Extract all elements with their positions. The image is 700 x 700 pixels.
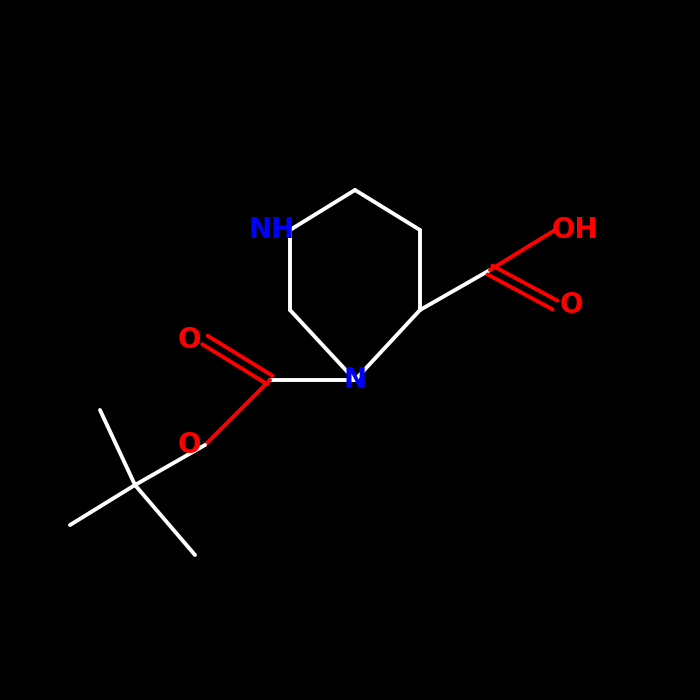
Text: OH: OH [552,216,598,244]
Text: N: N [344,366,367,394]
Text: O: O [177,326,201,354]
Text: O: O [177,431,201,459]
Text: O: O [559,291,582,319]
Text: NH: NH [249,216,295,244]
